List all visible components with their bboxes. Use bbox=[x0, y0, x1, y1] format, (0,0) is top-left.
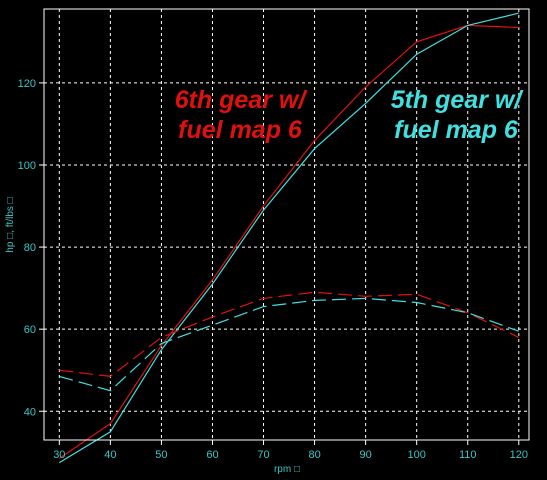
series-line-1 bbox=[58, 24, 519, 459]
annotation-2: 5th gear w/fuel map 6 bbox=[391, 86, 525, 144]
x-tick-label: 40 bbox=[104, 449, 116, 461]
x-tick-label: 90 bbox=[360, 449, 372, 461]
y-tick-labels: 40 60 80 100 120 bbox=[18, 78, 36, 418]
annotation-line: 5th gear w/ bbox=[391, 86, 525, 114]
series-lines bbox=[58, 12, 520, 464]
series-line-4 bbox=[59, 297, 520, 392]
x-tick-label: 70 bbox=[257, 449, 269, 461]
series-line-2 bbox=[58, 12, 519, 464]
x-tick-label: 60 bbox=[206, 449, 218, 461]
y-tick-label: 40 bbox=[24, 406, 36, 418]
plot-frame bbox=[43, 8, 530, 441]
annotation-line: fuel map 6 bbox=[394, 116, 519, 144]
y-tick-label: 100 bbox=[18, 160, 36, 172]
y-tick-label: 80 bbox=[24, 242, 36, 254]
x-tick-label: 110 bbox=[459, 449, 477, 461]
x-tick-label: 100 bbox=[408, 449, 426, 461]
annotation-1: 6th gear w/fuel map 6 bbox=[175, 86, 309, 144]
x-tick-label: 120 bbox=[510, 449, 528, 461]
x-tick-labels: 30 40 50 60 70 80 90 100 110 120 bbox=[53, 449, 528, 461]
x-axis-label: rpm □ bbox=[274, 464, 300, 475]
y-axis-label: hp □, ft/lbs □ bbox=[5, 197, 16, 252]
grid bbox=[39, 9, 529, 445]
x-tick-label: 30 bbox=[53, 449, 65, 461]
y-tick-label: 60 bbox=[24, 324, 36, 336]
series-line-3 bbox=[59, 291, 520, 378]
annotation-line: 6th gear w/ bbox=[175, 86, 309, 114]
y-tick-label: 120 bbox=[18, 78, 36, 90]
x-tick-label: 50 bbox=[155, 449, 167, 461]
x-tick-label: 80 bbox=[308, 449, 320, 461]
annotation-line: fuel map 6 bbox=[178, 116, 303, 144]
